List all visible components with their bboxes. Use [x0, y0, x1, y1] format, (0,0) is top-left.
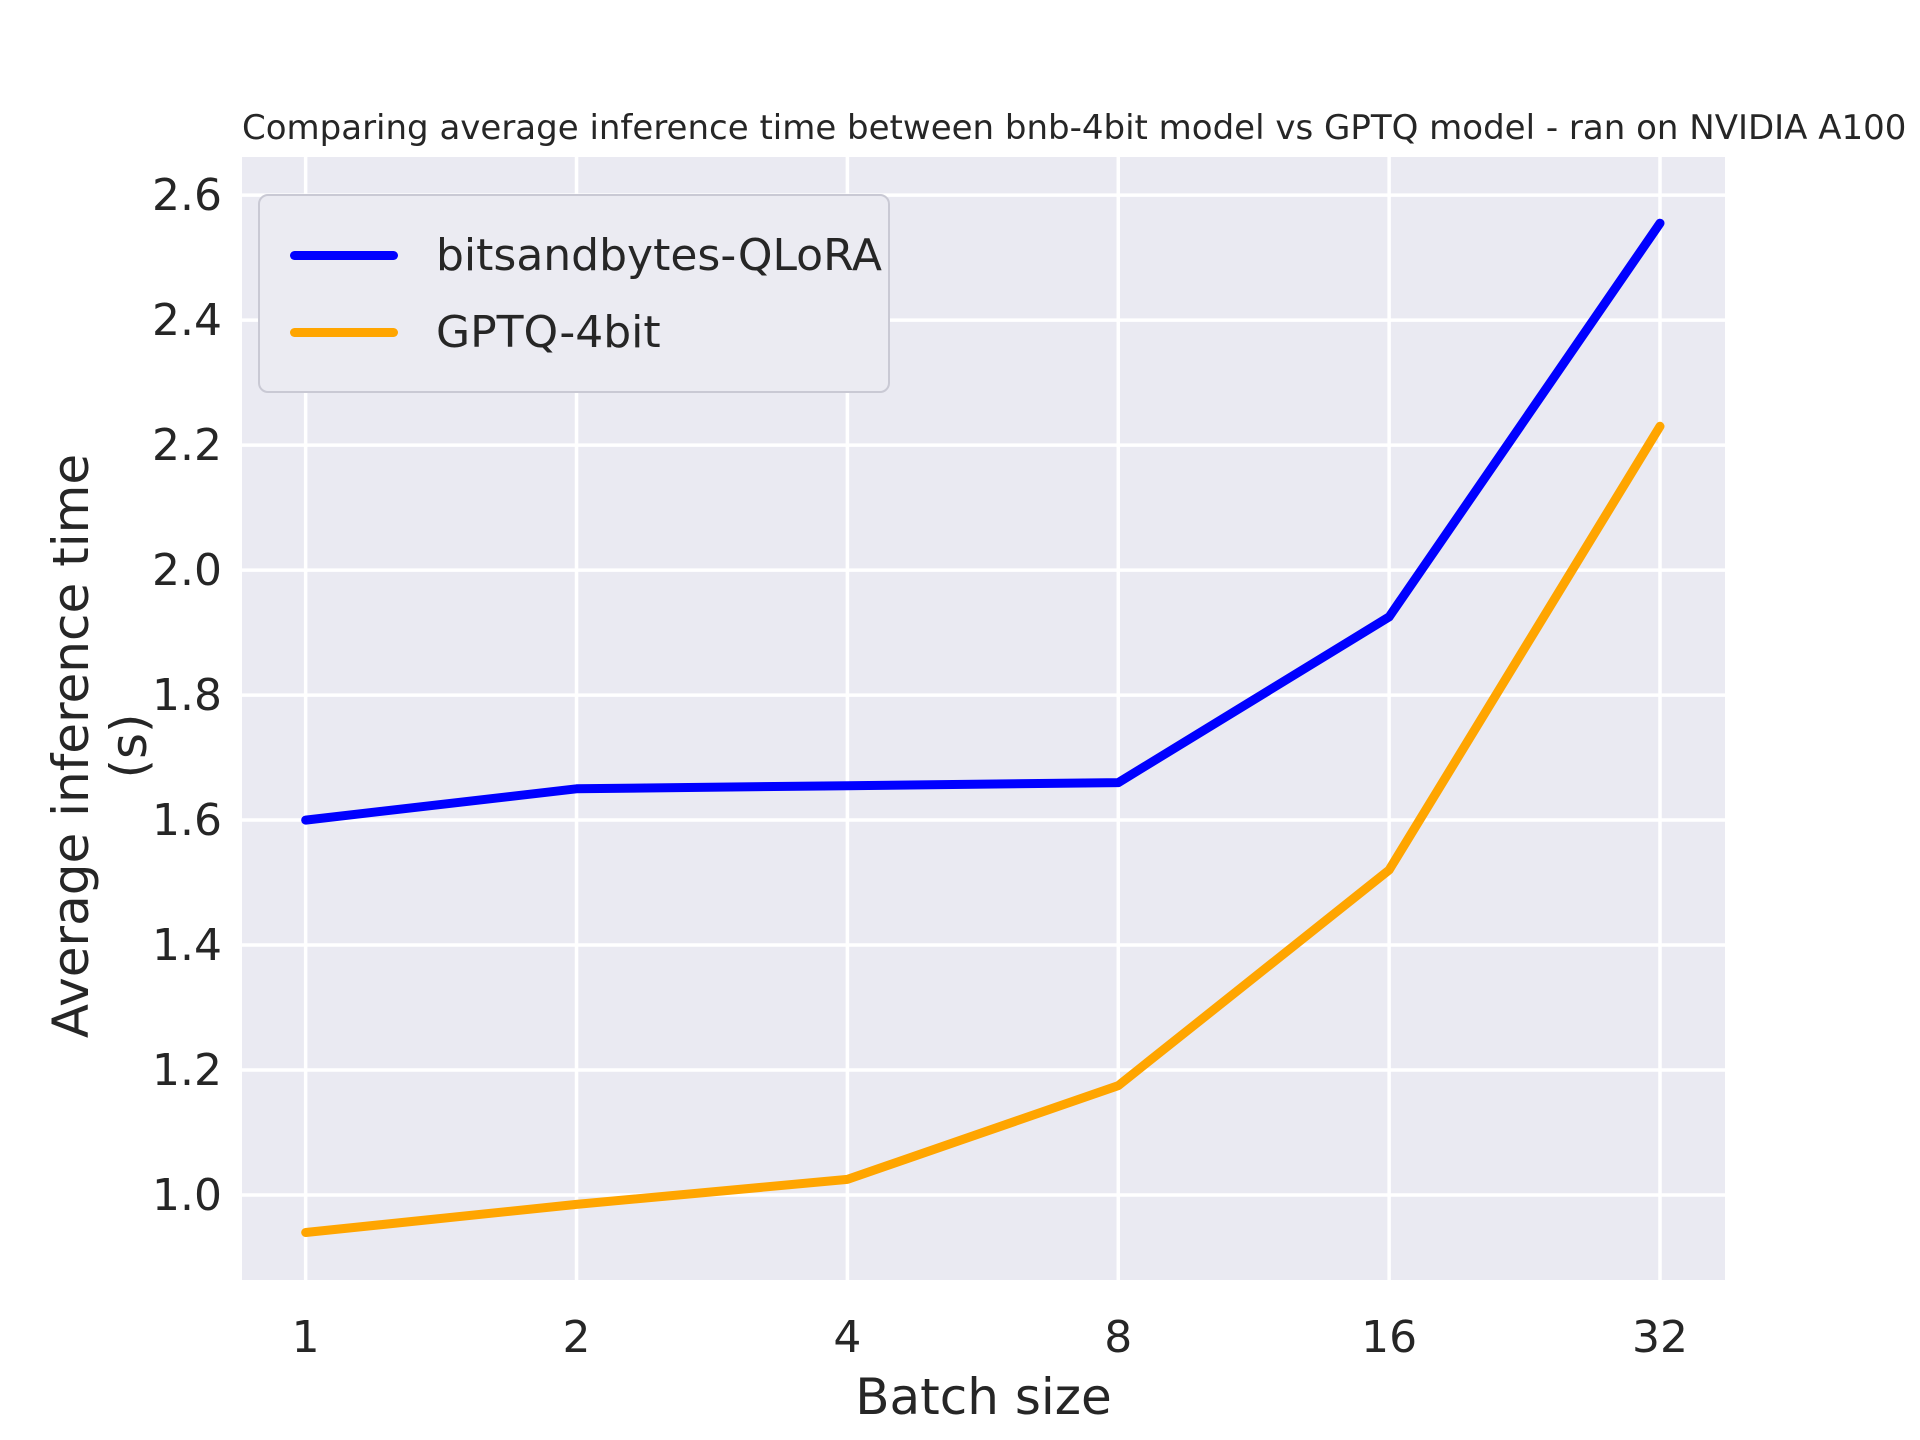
legend-label: bitsandbytes-QLoRA	[436, 229, 882, 281]
y-tick-label: 2.2	[152, 420, 222, 471]
y-tick-label: 1.6	[152, 795, 222, 846]
y-axis-label: Average inference time (s)	[42, 453, 158, 1039]
x-tick-label: 16	[1361, 1312, 1417, 1363]
y-tick-label: 1.0	[152, 1170, 222, 1221]
y-tick-label: 2.6	[152, 170, 222, 221]
legend-line-swatch-bitsandbytes-qlora	[290, 250, 398, 260]
y-tick-label: 2.4	[152, 295, 222, 346]
series-line-bitsandbytes-qlora	[301, 218, 1665, 825]
legend-item: bitsandbytes-QLoRA	[290, 230, 882, 281]
x-axis-label: Batch size	[855, 1368, 1112, 1426]
chart-title: Comparing average inference time between…	[242, 108, 1907, 148]
x-tick-label: 2	[563, 1312, 591, 1363]
x-tick-label: 8	[1104, 1312, 1132, 1363]
legend-line-swatch-gptq-4bit	[290, 327, 398, 337]
legend-label: GPTQ-4bit	[436, 306, 661, 358]
y-tick-label: 1.8	[152, 670, 222, 721]
y-tick-label: 1.2	[152, 1045, 222, 1096]
legend-item: GPTQ-4bit	[290, 307, 868, 358]
series-line-gptq-4bit	[301, 421, 1665, 1237]
y-tick-label: 2.0	[152, 545, 222, 596]
y-tick-label: 1.4	[152, 920, 222, 971]
legend: bitsandbytes-QLoRA GPTQ-4bit	[258, 194, 890, 393]
x-tick-label: 32	[1632, 1312, 1688, 1363]
x-tick-label: 1	[292, 1312, 320, 1363]
x-tick-label: 4	[833, 1312, 861, 1363]
